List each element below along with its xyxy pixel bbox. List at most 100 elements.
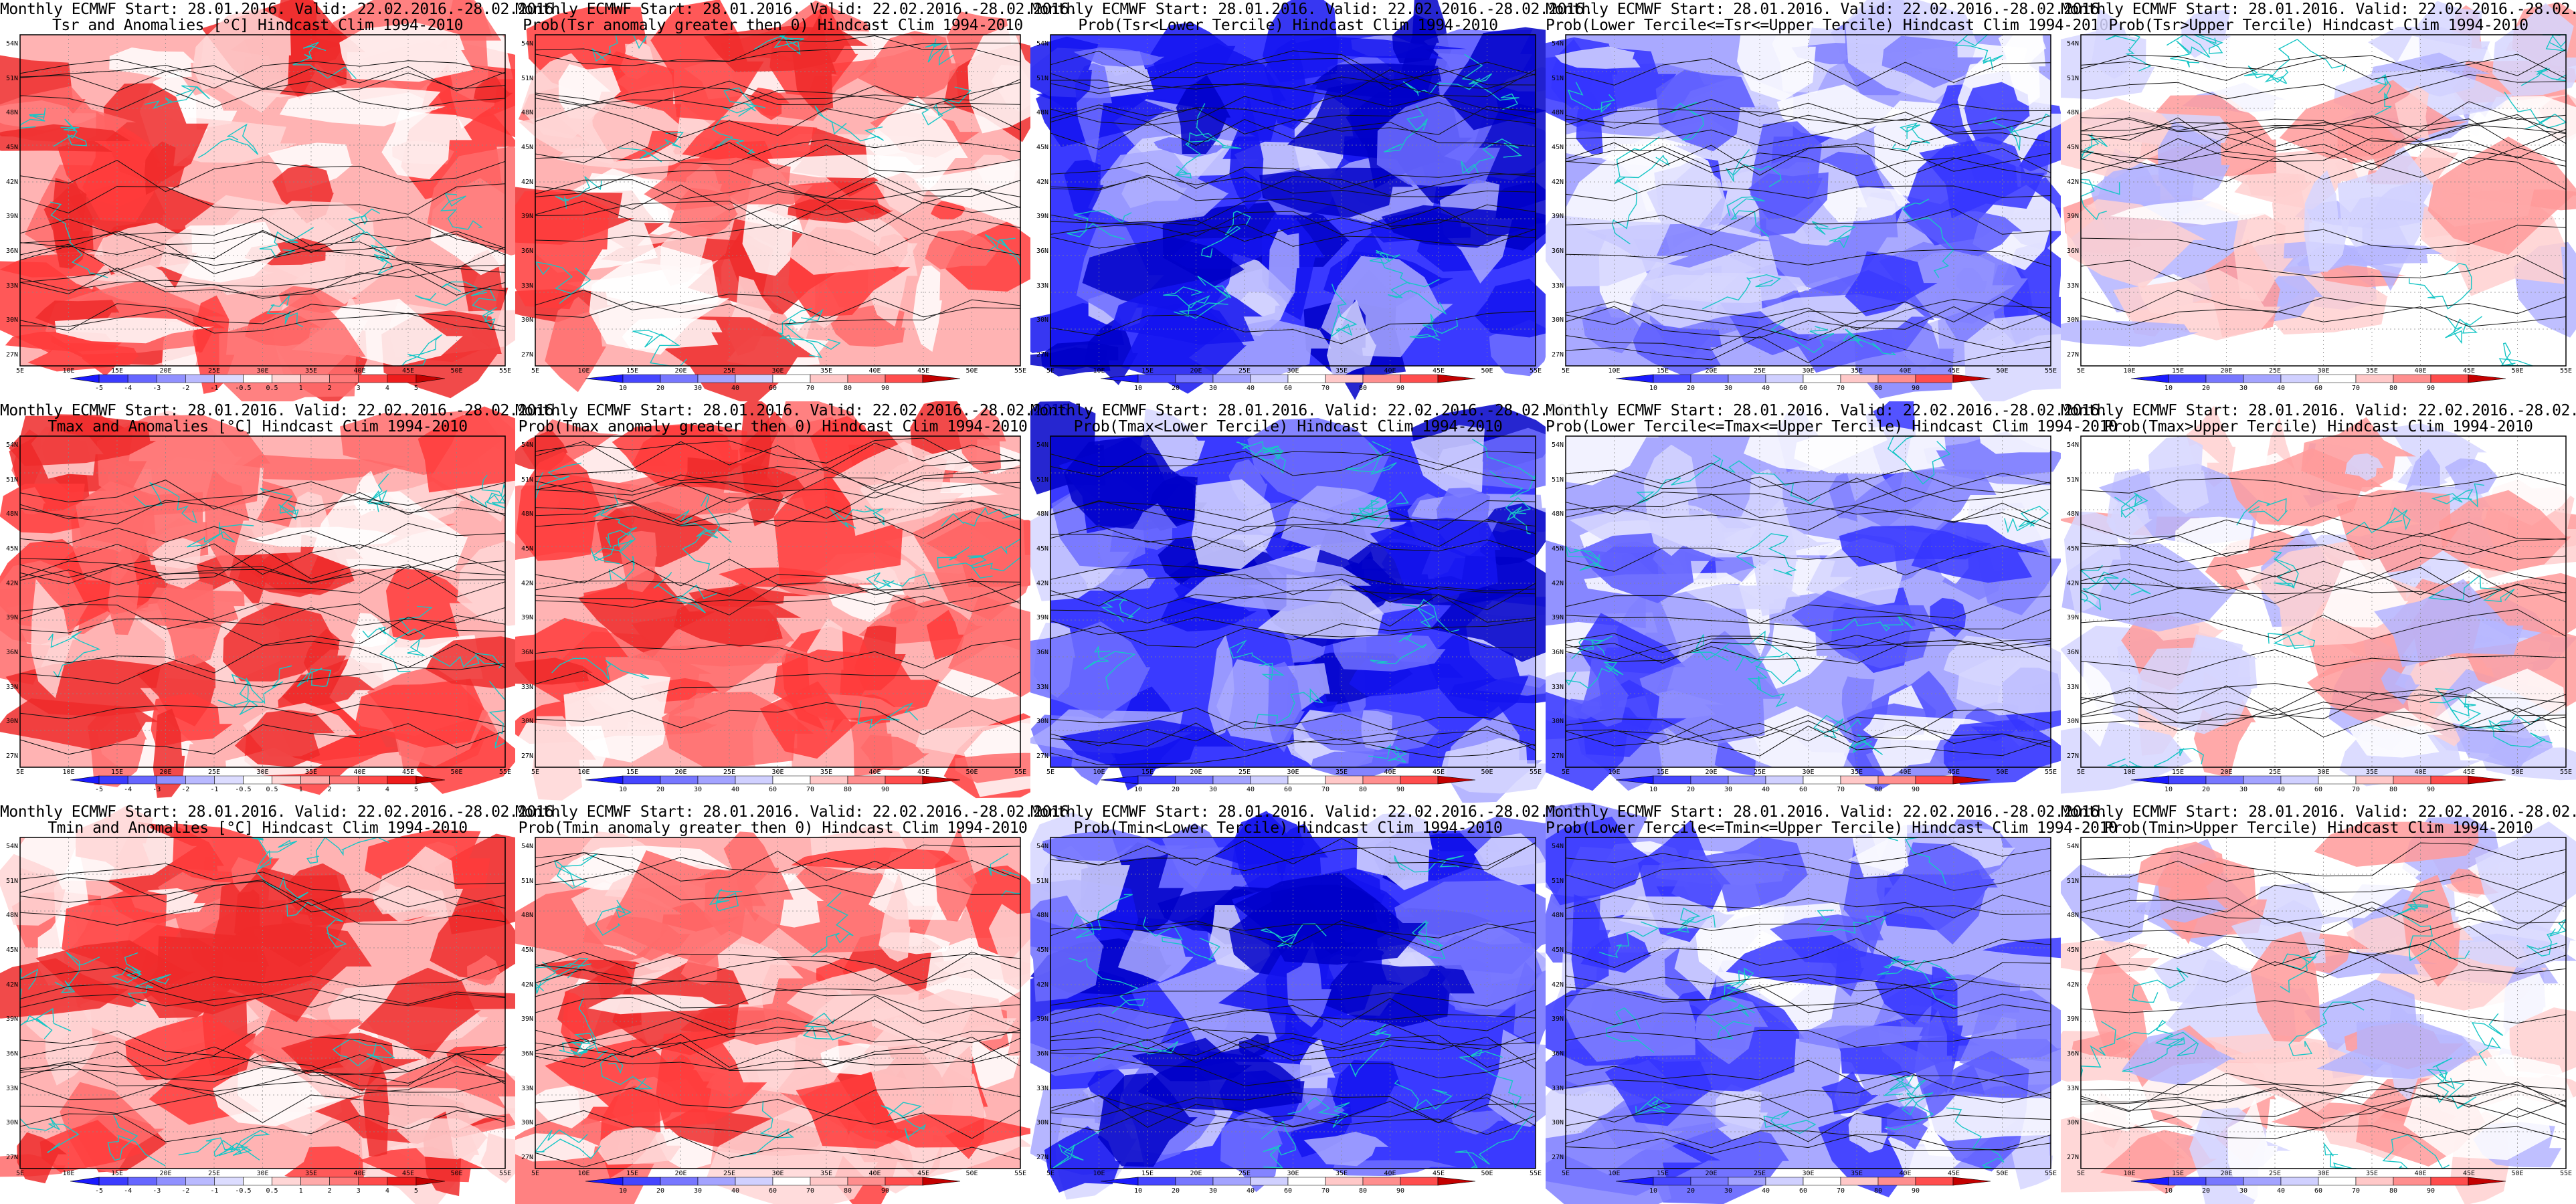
- longitude-label: 15E: [1141, 769, 1154, 776]
- latitude-label: 48N: [1551, 912, 1564, 920]
- colorbar-swatch: [2318, 775, 2357, 785]
- longitude-label: 20E: [159, 769, 172, 776]
- colorbar: [585, 775, 961, 785]
- map-panel: Monthly ECMWF Start: 28.01.2016. Valid: …: [515, 401, 1078, 803]
- longitude-label: 10E: [577, 769, 590, 776]
- longitude-label: 20E: [2220, 1170, 2233, 1177]
- latitude-label: 33N: [1551, 1084, 1564, 1092]
- longitude-label: 35E: [1850, 1170, 1863, 1177]
- colorbar-swatch: [922, 374, 961, 383]
- panel-title-line2: Prob(Tsr>Upper Tercile) Hindcast Clim 19…: [2108, 17, 2528, 34]
- map-frame: [535, 435, 1021, 768]
- colorbar-label: 30: [2239, 1187, 2248, 1195]
- colorbar-swatch: [1137, 374, 1176, 383]
- longitude-label: 25E: [2268, 367, 2282, 375]
- colorbar-swatch: [1877, 1177, 1916, 1186]
- latitude-label: 39N: [1551, 1015, 1564, 1023]
- longitude-label: 20E: [674, 769, 687, 776]
- latitude-label: 51N: [521, 74, 533, 82]
- colorbar-swatch: [1175, 775, 1214, 785]
- colorbar: [585, 1177, 961, 1186]
- colorbar-label: 80: [2389, 1187, 2398, 1195]
- latitude-label: 33N: [5, 282, 18, 290]
- colorbar-swatch: [1803, 775, 1841, 785]
- map-frame: [19, 34, 506, 367]
- colorbar-label: 90: [881, 385, 890, 392]
- latitude-label: 42N: [2066, 981, 2079, 989]
- longitude-label: 15E: [626, 1170, 639, 1177]
- longitude-label: 50E: [965, 1170, 978, 1177]
- colorbar-label: -3: [153, 385, 161, 392]
- colorbar-label: 90: [2426, 385, 2435, 392]
- isolines: [2080, 473, 2567, 738]
- longitude-label: 25E: [1238, 1170, 1251, 1177]
- map-canvas: [1546, 0, 2061, 401]
- longitude-label: 5E: [1046, 1170, 1055, 1177]
- latitude-label: 54N: [1551, 843, 1564, 850]
- colorbar-swatch: [1840, 1177, 1879, 1186]
- longitude-label: 40E: [868, 1170, 881, 1177]
- latitude-label: 39N: [1036, 1015, 1048, 1023]
- longitude-label: 20E: [159, 367, 172, 375]
- longitude-label: 55E: [498, 367, 512, 375]
- colorbar-label: 40: [1246, 385, 1255, 392]
- latitude-label: 48N: [2066, 510, 2079, 518]
- longitude-label: 50E: [1996, 769, 2009, 776]
- colorbar-label: 90: [1911, 385, 1920, 392]
- colorbar-label: 60: [1799, 786, 1808, 793]
- colorbar-swatch: [735, 775, 773, 785]
- colorbar-swatch: [2430, 1177, 2469, 1186]
- colorbar-swatch: [214, 1177, 244, 1186]
- panel-title-line1: Monthly ECMWF Start: 28.01.2016. Valid: …: [1546, 402, 2108, 419]
- latitude-label: 39N: [521, 614, 533, 622]
- colorbar-label: 60: [1283, 786, 1293, 793]
- longitude-label: 25E: [207, 367, 221, 375]
- longitude-label: 30E: [1287, 769, 1299, 776]
- colorbar-label: 70: [1836, 786, 1845, 793]
- colorbar-swatch: [585, 374, 624, 383]
- latitude-label: 33N: [5, 683, 18, 691]
- coastlines: [535, 462, 1021, 729]
- colorbar: [70, 775, 446, 785]
- colorbar-label: 70: [806, 786, 815, 793]
- colorbar-swatch: [98, 1177, 128, 1186]
- longitude-label: 40E: [2414, 769, 2427, 776]
- latitude-label: 39N: [1551, 614, 1564, 622]
- colorbar-swatch: [272, 775, 301, 785]
- longitude-label: 20E: [1190, 367, 1202, 375]
- panel-title-line1: Monthly ECMWF Start: 28.01.2016. Valid: …: [1030, 402, 1593, 419]
- colorbar-swatch: [1212, 1177, 1251, 1186]
- colorbar-swatch: [2280, 1177, 2319, 1186]
- colorbar-label: 90: [1396, 786, 1405, 793]
- colorbar-swatch: [2393, 775, 2431, 785]
- shaded-field: [1546, 803, 2061, 1204]
- isolines: [1565, 462, 2051, 757]
- colorbar-swatch: [735, 1177, 773, 1186]
- panel-title-line2: Prob(Tsr<Lower Tercile) Hindcast Clim 19…: [1078, 17, 1498, 34]
- longitude-label: 5E: [1561, 367, 1570, 375]
- colorbar-swatch: [810, 775, 848, 785]
- longitude-label: 50E: [1481, 367, 1493, 375]
- colorbar-swatch: [2243, 775, 2282, 785]
- longitude-label: 50E: [965, 367, 978, 375]
- longitude-label: 40E: [353, 367, 366, 375]
- latitude-label: 54N: [2066, 40, 2079, 47]
- longitude-label: 45E: [2462, 367, 2476, 375]
- longitude-label: 10E: [1608, 1170, 1621, 1177]
- latitude-label: 42N: [1551, 579, 1564, 587]
- longitude-label: 45E: [1432, 367, 1445, 375]
- colorbar-label: 60: [1799, 1187, 1808, 1195]
- latitude-label: 42N: [5, 579, 18, 587]
- colorbar-swatch: [1690, 374, 1729, 383]
- isolines: [19, 863, 506, 1142]
- latitude-label: 30N: [521, 1119, 533, 1127]
- panel-title-line1: Monthly ECMWF Start: 28.01.2016. Valid: …: [1546, 1, 2108, 18]
- colorbar: [585, 374, 961, 383]
- longitude-label: 5E: [2076, 769, 2086, 776]
- latitude-label: 27N: [1036, 752, 1048, 760]
- colorbar-label: 30: [693, 385, 703, 392]
- colorbar-swatch: [2205, 775, 2244, 785]
- colorbar-swatch: [1287, 775, 1326, 785]
- colorbar-swatch: [2468, 1177, 2506, 1186]
- latitude-label: 45N: [5, 144, 18, 151]
